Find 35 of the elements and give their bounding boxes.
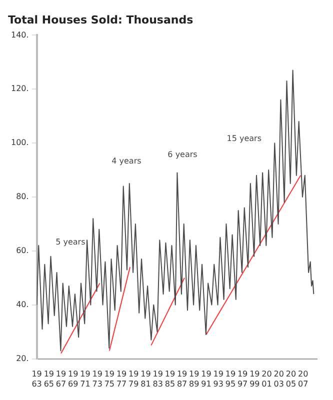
x-tick-label: 20 05 xyxy=(286,370,296,388)
x-tick-label: 19 73 xyxy=(92,370,102,388)
x-tick-label: 19 67 xyxy=(56,370,66,388)
annotation: 4 years xyxy=(112,156,142,166)
y-tick-label: 140. xyxy=(11,30,29,40)
y-tick-label: 60. xyxy=(16,246,29,256)
x-tick-label: 20 07 xyxy=(298,370,308,388)
x-tick-label: 19 91 xyxy=(201,370,212,388)
x-tick-label: 19 89 xyxy=(189,370,200,388)
y-tick-label: 20. xyxy=(16,354,29,363)
annotation: 15 years xyxy=(226,134,262,143)
x-tick-label: 19 85 xyxy=(164,370,176,388)
x-tick-label: 19 63 xyxy=(32,370,42,388)
y-tick-label: 80. xyxy=(16,192,29,202)
x-tick-label: 19 87 xyxy=(176,370,188,388)
x-tick-label: 19 65 xyxy=(44,370,54,388)
y-tick-label: 100. xyxy=(11,138,29,148)
x-tick-label: 19 93 xyxy=(213,370,224,388)
x-tick-label: 19 81 xyxy=(140,370,151,388)
x-tick-label: 19 71 xyxy=(80,370,90,388)
x-tick-label: 19 95 xyxy=(225,370,236,388)
x-tick-label: 20 01 xyxy=(262,370,272,388)
x-tick-label: 19 75 xyxy=(104,370,115,388)
chart-title: Total Houses Sold: Thousands xyxy=(8,13,194,26)
x-tick-label: 19 77 xyxy=(116,370,127,388)
x-tick-label: 19 99 xyxy=(250,370,260,388)
x-tick-label: 19 83 xyxy=(152,370,163,388)
y-tick-label: 40. xyxy=(16,300,29,309)
x-tick-label: 19 79 xyxy=(128,370,139,388)
x-tick-label: 19 97 xyxy=(237,370,248,388)
annotation: 6 years xyxy=(168,150,198,160)
y-tick-label: 120. xyxy=(11,84,29,94)
x-tick-label: 20 03 xyxy=(274,370,284,388)
x-tick-label: 19 69 xyxy=(68,370,78,388)
annotation: 5 years xyxy=(56,237,86,246)
